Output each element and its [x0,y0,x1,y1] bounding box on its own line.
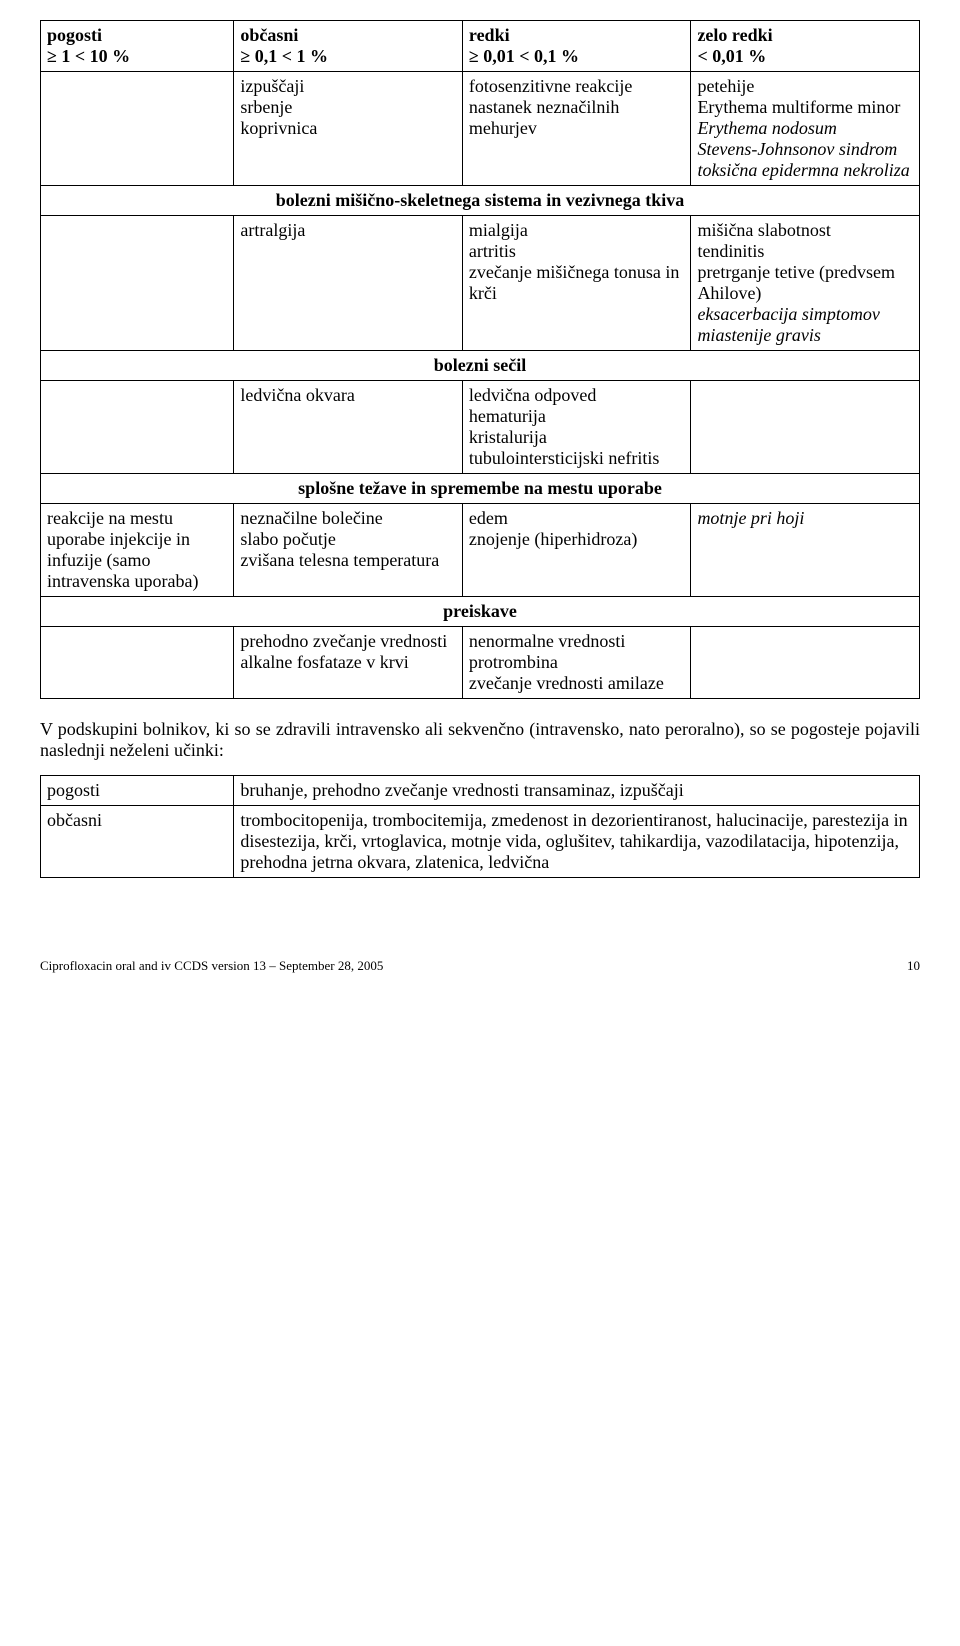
header-cell-4: zelo redki < 0,01 % [691,21,920,72]
table-header-row: pogosti ≥ 1 < 10 % občasni ≥ 0,1 < 1 % r… [41,21,920,72]
subgroup-table: pogosti bruhanje, prehodno zvečanje vred… [40,775,920,878]
cell-musc-4: mišična slabotnost tendinitis pretrganje… [691,216,920,351]
header-1-line2: ≥ 1 < 10 % [47,46,130,66]
cell-uri-4 [691,381,920,474]
cell-inv-3: nenormalne vrednosti protrombina zvečanj… [462,627,691,699]
section-general-label: splošne težave in spremembe na mestu upo… [41,474,920,504]
row-investigations: prehodno zvečanje vrednosti alkalne fosf… [41,627,920,699]
subgroup-label-2: občasni [41,806,234,878]
cell-gen-4: motnje pri hoji [691,504,920,597]
header-4-line2: < 0,01 % [697,46,766,66]
cell-gen-2: neznačilne bolečine slabo počutje zvišan… [234,504,463,597]
cell-skin-4: petehije Erythema multiforme minor Eryth… [691,72,920,186]
section-urinary: bolezni sečil [41,351,920,381]
section-investigations-label: preiskave [41,597,920,627]
section-urinary-label: bolezni sečil [41,351,920,381]
cell-skin-1 [41,72,234,186]
cell-gen-3: edem znojenje (hiper­hidroza) [462,504,691,597]
header-2-line2: ≥ 0,1 < 1 % [240,46,328,66]
cell-uri-3: ledvična odpoved hematurija kristalurija… [462,381,691,474]
cell-inv-2: prehodno zvečanje vrednosti alkalne fosf… [234,627,463,699]
header-cell-1: pogosti ≥ 1 < 10 % [41,21,234,72]
cell-musc-3: mialgija artritis zvečanje mišičnega ton… [462,216,691,351]
subgroup-text-2: trombocitopenija, trombocitemija, zmeden… [234,806,920,878]
cell-inv-1 [41,627,234,699]
row-urinary: ledvična okvara ledvična odpoved hematur… [41,381,920,474]
cell-uri-1 [41,381,234,474]
page-footer: Ciprofloxacin oral and iv CCDS version 1… [40,958,920,974]
cell-skin-3: fotosenzitivne reakcije nastanek neznači… [462,72,691,186]
section-musculoskeletal: bolezni mišično-skeletnega sistema in ve… [41,186,920,216]
footer-page-number: 10 [907,958,920,974]
subgroup-row-2: občasni trombocitopenija, trombocitemija… [41,806,920,878]
header-3-line2: ≥ 0,01 < 0,1 % [469,46,579,66]
header-1-line1: pogosti [47,25,102,45]
cell-musc-2: artralgija [234,216,463,351]
cell-musc-1 [41,216,234,351]
header-2-line1: občasni [240,25,298,45]
header-cell-3: redki ≥ 0,01 < 0,1 % [462,21,691,72]
row-skin: izpuščaji srbenje koprivnica fotosenziti… [41,72,920,186]
paragraph-subgroup: V podskupini bolnikov, ki so se zdravili… [40,719,920,761]
cell-skin-2: izpuščaji srbenje koprivnica [234,72,463,186]
subgroup-row-1: pogosti bruhanje, prehodno zvečanje vred… [41,776,920,806]
header-4-line1: zelo redki [697,25,772,45]
section-musculoskeletal-label: bolezni mišično-skeletnega sistema in ve… [41,186,920,216]
page: pogosti ≥ 1 < 10 % občasni ≥ 0,1 < 1 % r… [0,0,960,1014]
subgroup-label-1: pogosti [41,776,234,806]
footer-left: Ciprofloxacin oral and iv CCDS version 1… [40,958,383,974]
subgroup-text-1: bruhanje, prehodno zvečanje vrednosti tr… [234,776,920,806]
row-general: reakcije na mestu uporabe injekcije in i… [41,504,920,597]
cell-uri-2: ledvična okvara [234,381,463,474]
header-3-line1: redki [469,25,510,45]
row-musculoskeletal: artralgija mialgija artritis zvečanje mi… [41,216,920,351]
cell-inv-4 [691,627,920,699]
header-cell-2: občasni ≥ 0,1 < 1 % [234,21,463,72]
section-investigations: preiskave [41,597,920,627]
cell-gen-1: reakcije na mestu uporabe injekcije in i… [41,504,234,597]
section-general: splošne težave in spremembe na mestu upo… [41,474,920,504]
adverse-effects-table: pogosti ≥ 1 < 10 % občasni ≥ 0,1 < 1 % r… [40,20,920,699]
